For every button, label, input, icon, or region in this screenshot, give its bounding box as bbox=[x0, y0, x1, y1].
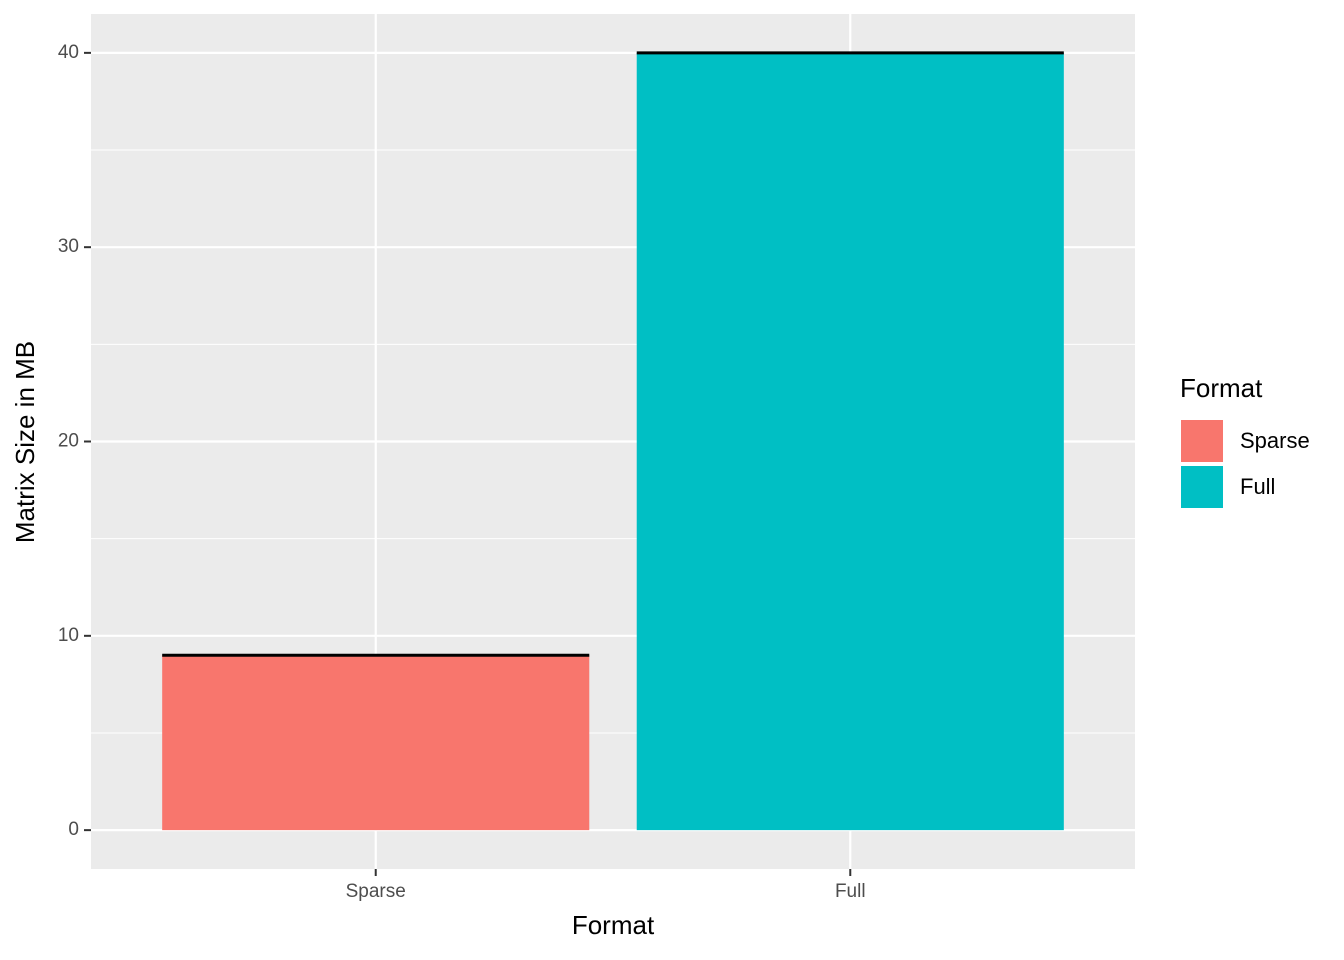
y-tick-label: 40 bbox=[58, 42, 79, 63]
y-tick-label: 20 bbox=[58, 431, 79, 452]
y-tick-label: 0 bbox=[68, 819, 79, 840]
bar bbox=[636, 52, 1064, 831]
legend-key bbox=[1181, 420, 1223, 462]
marks bbox=[162, 51, 1064, 831]
x-tick-label: Sparse bbox=[346, 881, 406, 902]
x-tick-label: Full bbox=[835, 881, 866, 902]
legend-label: Full bbox=[1240, 474, 1275, 499]
y-axis-title: Matrix Size in MB bbox=[10, 341, 40, 543]
y-tick-label: 30 bbox=[58, 236, 79, 257]
x-axis-title: Format bbox=[572, 910, 655, 940]
legend-key bbox=[1181, 466, 1223, 508]
legend-label: Sparse bbox=[1240, 428, 1310, 453]
legend-title: Format bbox=[1180, 373, 1263, 403]
y-tick-label: 10 bbox=[58, 625, 79, 646]
bar bbox=[162, 655, 590, 831]
